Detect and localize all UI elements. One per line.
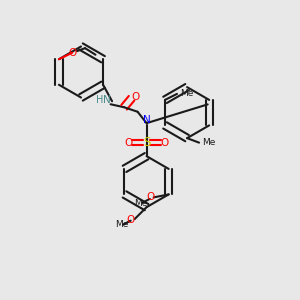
Text: O: O: [127, 215, 135, 225]
Text: Me: Me: [134, 199, 148, 208]
Text: O: O: [131, 92, 139, 102]
Text: S: S: [143, 136, 150, 149]
Text: Me: Me: [115, 220, 129, 230]
Text: Me: Me: [202, 138, 215, 147]
Text: O: O: [124, 138, 133, 148]
Text: H: H: [96, 95, 104, 105]
Text: N: N: [103, 95, 111, 105]
Text: Me: Me: [180, 89, 194, 98]
Text: O: O: [160, 138, 169, 148]
Text: O: O: [68, 48, 76, 58]
Text: N: N: [143, 115, 151, 124]
Text: O: O: [146, 192, 154, 203]
